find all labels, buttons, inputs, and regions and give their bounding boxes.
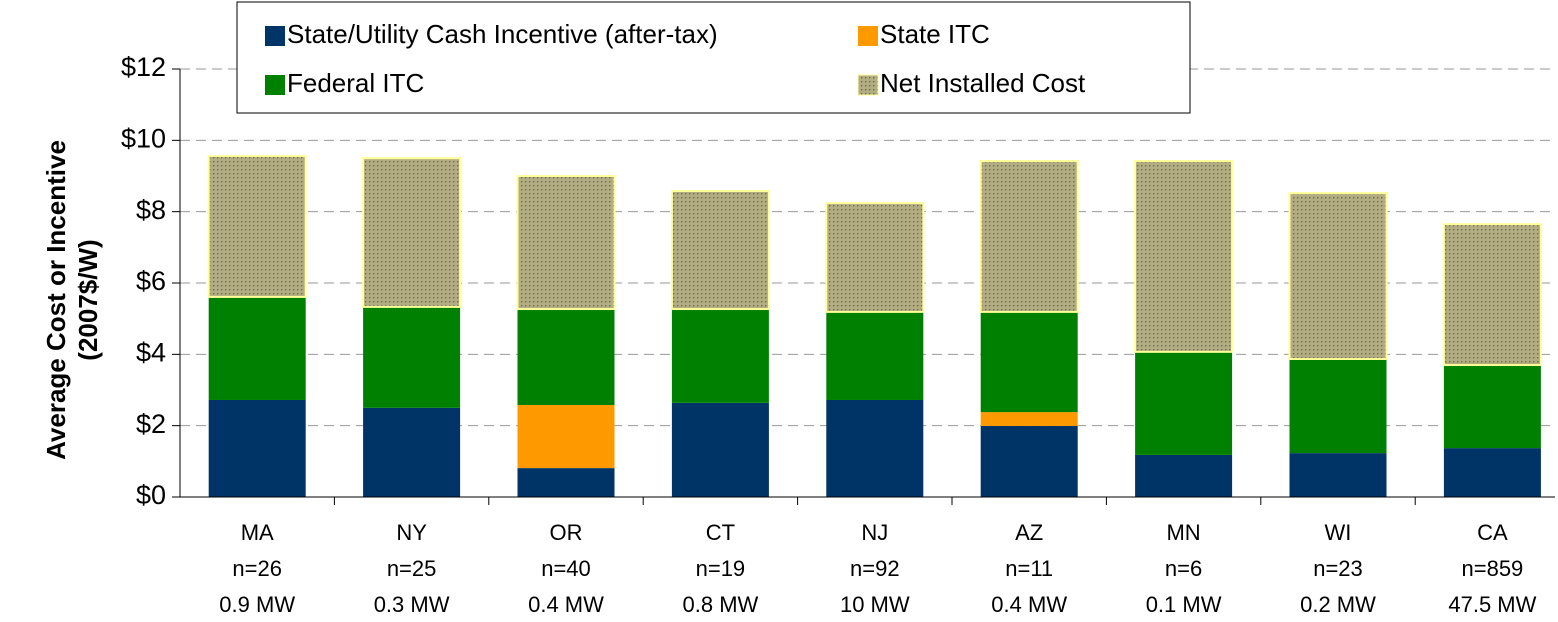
x-tick-label: NJ	[861, 520, 888, 545]
bar-segment	[979, 160, 1079, 313]
bar-segment	[980, 426, 1078, 497]
bar-segment	[1442, 223, 1542, 367]
bar-segment	[517, 468, 615, 497]
bar-segment	[671, 402, 769, 497]
bar-segment	[208, 296, 306, 400]
legend-swatch	[265, 75, 285, 95]
x-tick-label: n=19	[696, 556, 746, 581]
y-tick-label: $0	[136, 480, 166, 510]
bar-segment	[1443, 448, 1541, 497]
legend-label: Federal ITC	[287, 68, 424, 98]
x-tick-label: n=859	[1462, 556, 1524, 581]
x-tick-label: CT	[706, 520, 735, 545]
bar-segment	[1134, 160, 1234, 353]
bar-segment	[826, 311, 924, 400]
y-tick-label: $12	[121, 52, 166, 82]
y-tick-label: $10	[121, 123, 166, 153]
y-tick-label: $4	[136, 337, 166, 367]
x-tick-label: 0.8 MW	[683, 592, 759, 617]
x-tick-label: n=23	[1313, 556, 1363, 581]
bar-segment	[1288, 192, 1388, 360]
x-tick-label: MA	[241, 520, 274, 545]
y-tick-label: $8	[136, 195, 166, 225]
y-axis-label-line: Average Cost or Incentive	[41, 140, 71, 460]
x-tick-label: OR	[550, 520, 583, 545]
x-tick-label: n=11	[1005, 556, 1053, 581]
legend-label: State ITC	[880, 19, 990, 49]
y-axis-label: Average Cost or Incentive (2007$/W)	[41, 140, 103, 460]
bar-segment	[517, 309, 615, 405]
bar-segment	[363, 407, 461, 497]
bar-segment	[1289, 453, 1387, 497]
legend-label: State/Utility Cash Incentive (after-tax)	[287, 19, 718, 49]
bar-segment	[980, 412, 1078, 427]
legend-swatch	[858, 26, 878, 46]
bar-segment	[980, 311, 1078, 413]
x-tick-label: NY	[396, 520, 427, 545]
bar-segment	[670, 189, 770, 311]
bar-segment	[671, 309, 769, 403]
bar-segment	[1443, 365, 1541, 449]
x-tick-label: WI	[1325, 520, 1352, 545]
x-tick-label: n=6	[1165, 556, 1202, 581]
x-tick-label: 0.1 MW	[1146, 592, 1222, 617]
bar-segment	[1135, 351, 1233, 455]
x-tick-label: CA	[1477, 520, 1508, 545]
legend: State/Utility Cash Incentive (after-tax)…	[236, 1, 1191, 114]
x-tick-label: n=92	[850, 556, 900, 581]
x-tick-label: 47.5 MW	[1448, 592, 1536, 617]
x-tick-label: AZ	[1015, 520, 1043, 545]
legend-swatch	[265, 26, 285, 46]
bar-segment	[207, 155, 307, 298]
bar-segment	[516, 175, 616, 311]
x-tick-label: 0.3 MW	[374, 592, 450, 617]
legend-swatch	[857, 74, 879, 96]
x-tick-label: n=40	[541, 556, 591, 581]
bar-segment	[208, 399, 306, 497]
bar-segment	[825, 202, 925, 313]
bar-segment	[362, 157, 462, 308]
x-tick-label: n=26	[232, 556, 282, 581]
bar-segment	[363, 306, 461, 408]
x-tick-label: 0.9 MW	[219, 592, 295, 617]
x-tick-label: 0.2 MW	[1300, 592, 1376, 617]
legend-box	[236, 1, 1191, 114]
x-tick-label: 10 MW	[840, 592, 910, 617]
x-tick-label: 0.4 MW	[991, 592, 1067, 617]
y-tick-label: $6	[136, 266, 166, 296]
bar-segment	[517, 404, 615, 469]
x-tick-label: n=25	[387, 556, 437, 581]
legend-label: Net Installed Cost	[880, 68, 1086, 98]
bar-segment	[1289, 358, 1387, 454]
x-tick-label: MN	[1166, 520, 1200, 545]
y-axis-label-line: (2007$/W)	[73, 239, 103, 360]
x-tick-label: 0.4 MW	[528, 592, 604, 617]
bar-segment	[826, 399, 924, 497]
bar-segment	[1135, 454, 1233, 497]
y-tick-label: $2	[136, 409, 166, 439]
